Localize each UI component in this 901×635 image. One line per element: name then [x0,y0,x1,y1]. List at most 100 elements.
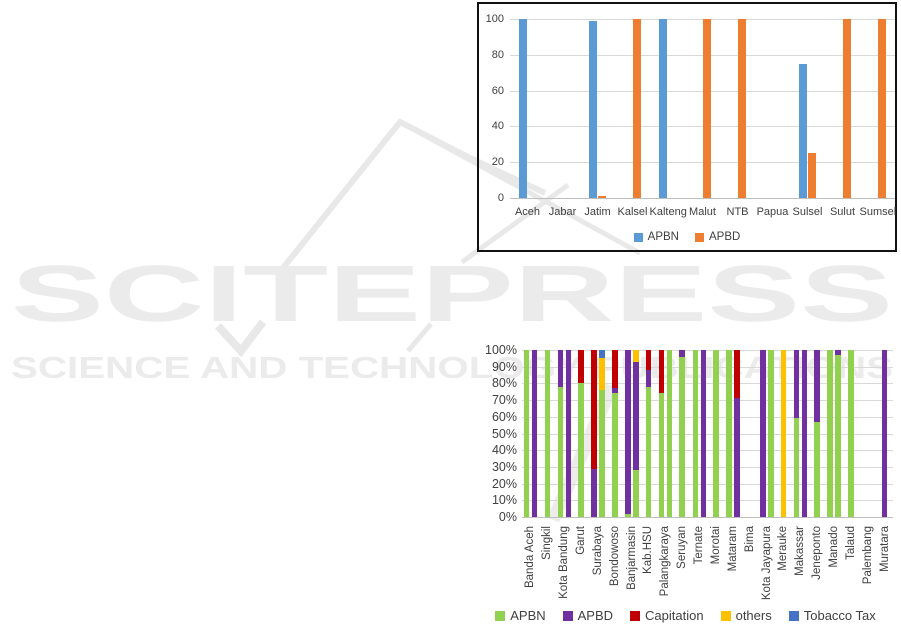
chart-financing-by-city-stacked: 0% 10% 20% 30% 40% 50% 60% 70% 80% 90% 100% Banda A… [470,335,901,635]
x-axis-category-label: Ternate [693,526,706,565]
y-axis-tick-label: 20% [491,476,517,491]
gridline [510,198,895,199]
legend-item-apbd: APBD [562,608,614,623]
gridline [510,162,895,164]
legend-item-apbd: APBD [695,231,740,243]
bar-apbd [808,153,816,198]
bar-segment-apbn [692,350,699,517]
x-axis-category-label: Garut [575,526,588,555]
x-axis-category-label: NTB [726,206,749,218]
gridline [522,483,893,485]
x-axis-category-label: Merauke [777,526,790,571]
apbn-legend-swatch [495,610,506,621]
y-axis-tick-label: 50% [491,426,517,441]
bar-segment-apbn [726,350,732,517]
bar-segment-apbd [612,388,618,394]
gridline [522,450,893,452]
x-axis-category-label: Muratara [878,526,891,573]
x-axis-category-label: Banjarmasin [625,526,638,590]
bar-segment-apbd [645,370,652,387]
y-axis-tick-label: 40 [491,120,504,133]
watermark-line [406,322,433,353]
watermark-check [215,319,267,358]
tobacco-tax-legend-swatch [788,610,799,621]
x-axis-category-label: Talaud [844,526,857,560]
legend-label: APBD [577,608,614,623]
gridline [510,126,895,128]
x-axis-category-label: Jabar [548,206,577,218]
x-axis-category-label: Singkil [541,526,554,560]
bar-segment-apbn [848,350,854,517]
bar-segment-apbn [625,513,631,517]
chart-legend: APBN APBD Capitation others Tobacco Tax [470,608,901,623]
legend-label: Capitation [645,608,704,623]
legend-label: Tobacco Tax [803,608,876,623]
bar-segment-apbd [679,350,685,357]
bar-segment-apbd [591,468,597,517]
watermark-logo-text: SCITEPRESS [11,249,893,338]
bar-segment-others [780,350,787,517]
chart-financing-by-province: 0 20 40 60 80 100 Aceh Jabar Jatim Kalsel Kalteng M… [477,2,897,252]
x-axis-category-label: Seruyan [676,526,689,569]
bar-segment-apbn [835,355,841,517]
bar-segment-apbn [814,421,820,517]
legend-item-tobacco-tax: Tobacco Tax [788,608,876,623]
bar-apbd [878,19,886,198]
bar-segment-apbd [565,350,572,517]
x-axis-category-label: Surabaya [591,526,604,576]
y-axis-tick-label: 0 [497,192,504,204]
bar-segment-apbd [793,350,800,419]
bar-segment-apbn [658,393,665,517]
bar-segment-apbd [633,361,639,471]
bar-segment-others [633,350,639,362]
x-axis-category-label: Kab.HSU [642,526,655,574]
gridline [510,54,895,56]
bar-segment-apbn [612,393,618,517]
x-axis-category-label: Makassar [794,526,807,576]
gridline [510,19,895,20]
x-axis-category-label: Sumsel [859,206,897,218]
y-axis-tick-label: 100% [485,343,517,357]
bar-segment-apbn [827,350,833,517]
bar-apbn [659,19,667,198]
bar-segment-apbn [578,383,584,517]
x-axis-category-label: Mataram [726,526,739,572]
bar-apbd [633,19,641,198]
bar-segment-capitation [645,350,652,371]
legend-item-others: others [720,608,772,623]
x-axis-category-label: Bima [743,526,756,553]
bar-apbn [589,20,597,198]
bar-apbn [799,63,807,198]
bar-segment-apbn [713,350,719,517]
bar-segment-apbn [645,386,652,517]
y-axis-tick-label: 10% [491,493,517,508]
bar-segment-apbn [633,470,639,517]
gridline [522,416,893,418]
bar-segment-apbd [734,398,740,517]
gridline [522,400,893,402]
bar-segment-capitation [612,350,618,389]
bar-segment-apbd [760,350,766,517]
bar-segment-apbd [881,350,888,517]
bar-segment-capitation [578,350,584,384]
gridline [522,466,893,468]
others-legend-swatch [720,610,731,621]
chart-legend: APBN APBD [479,231,895,243]
bar-apbd [843,19,851,198]
y-axis-tick-label: 70% [491,393,517,408]
bar-segment-apbd [814,350,820,422]
bar-segment-apbn [599,390,605,517]
bar-apbd [703,19,711,198]
bar-segment-others [599,358,605,391]
gridline [510,90,895,92]
x-axis-category-label: Kota Bandung [558,526,571,599]
y-axis-tick-label: 100 [485,13,504,25]
x-axis-category-label: Jatim [584,206,611,218]
gridline [522,500,893,502]
bar-segment-tobacco-tax [599,350,605,359]
apbd-legend-swatch [695,232,704,242]
bar-segment-capitation [734,350,740,399]
bar-apbd [738,19,746,198]
y-axis-tick-label: 80 [491,48,504,61]
legend-item-apbn: APBN [633,231,679,243]
